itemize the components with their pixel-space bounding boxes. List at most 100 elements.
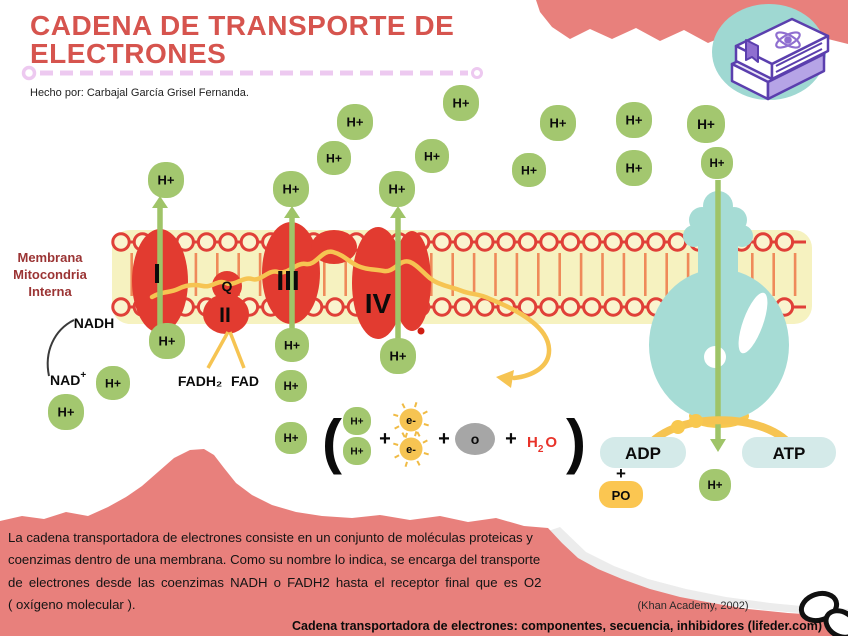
electron-ray bbox=[393, 413, 399, 417]
electron-body bbox=[399, 408, 423, 432]
h-plus-ion: H+ bbox=[273, 171, 309, 207]
h-plus-ion: H+ bbox=[701, 147, 733, 179]
electron-ray bbox=[416, 431, 421, 437]
lipid-head bbox=[496, 232, 516, 252]
h-plus-ion: H+ bbox=[48, 394, 84, 430]
lipid-head bbox=[453, 297, 474, 317]
h-plus-ion: H+ bbox=[540, 105, 576, 141]
atp-cycle: ADP ATP + PO bbox=[599, 414, 836, 508]
electron-ray bbox=[401, 403, 406, 409]
complex-4-label: IV bbox=[365, 288, 392, 319]
lipid-head bbox=[603, 297, 623, 317]
po-box bbox=[599, 481, 643, 508]
h-plus-label: H+ bbox=[709, 158, 724, 170]
lipid-head bbox=[624, 232, 645, 252]
h-plus-ion: H+ bbox=[337, 104, 373, 140]
electron-chip: e- bbox=[393, 431, 429, 467]
page-title-line1: CADENA DE TRANSPORTE DE bbox=[30, 10, 455, 41]
h-plus-ion: H+ bbox=[379, 171, 415, 207]
h-plus-ion: H+ bbox=[275, 328, 309, 362]
h-plus-chip bbox=[273, 171, 309, 207]
paragraph-line: La cadena transportadora de electrones c… bbox=[8, 530, 533, 545]
lipid-head bbox=[582, 232, 602, 252]
hydrogen-ions: H+H+H+H+H+H+H+H+H+ H+H+H+H+H+H+H+H+H+H+H+… bbox=[48, 85, 733, 501]
lipid-head bbox=[475, 232, 495, 252]
lipid-head bbox=[432, 297, 452, 317]
lipid-head bbox=[603, 232, 623, 252]
paren-close: ) bbox=[566, 408, 586, 475]
electron-ray bbox=[394, 454, 400, 459]
electron-label: e- bbox=[406, 415, 416, 427]
paragraph-line: coenzimas dentro de una membrana. Como s… bbox=[8, 552, 541, 568]
h-plus-chip bbox=[343, 407, 371, 435]
electron-body bbox=[399, 437, 423, 461]
source-attribution: Cadena transportadora de electrones: com… bbox=[292, 619, 822, 633]
electron-label: e- bbox=[406, 444, 416, 456]
atp-label: ATP bbox=[773, 444, 806, 463]
po-label: PO bbox=[612, 488, 631, 503]
nadh-label: NADH bbox=[74, 315, 114, 331]
page-title-line2: ELECTRONES bbox=[30, 38, 227, 69]
paren-open: ( bbox=[322, 408, 342, 475]
h-plus-chip bbox=[443, 85, 479, 121]
citation: (Khan Academy, 2002) bbox=[637, 600, 749, 612]
lipid-head bbox=[539, 232, 559, 252]
h-plus-label: H+ bbox=[550, 116, 567, 131]
lipid-head bbox=[517, 232, 538, 252]
electron-ray bbox=[414, 431, 418, 437]
lipid-head bbox=[753, 232, 773, 252]
h-plus-label: H+ bbox=[424, 149, 440, 163]
h-plus-label: H+ bbox=[105, 376, 121, 390]
h-plus-chip bbox=[275, 328, 309, 362]
lipid-head bbox=[560, 297, 581, 317]
atp-box bbox=[742, 437, 836, 468]
h-plus-chip bbox=[148, 162, 184, 198]
lipid-head bbox=[646, 232, 666, 252]
h-plus-label: H+ bbox=[390, 349, 407, 364]
electron-ray bbox=[393, 442, 399, 446]
lipid-head bbox=[432, 232, 452, 252]
h-plus-chip bbox=[699, 469, 731, 501]
electron-ray bbox=[416, 460, 421, 466]
link-icon bbox=[798, 590, 848, 636]
h-plus-chip bbox=[415, 139, 449, 173]
h-plus-chip bbox=[96, 366, 130, 400]
h-plus-chip bbox=[540, 105, 576, 141]
lipid-head bbox=[582, 297, 602, 317]
h-plus-chip bbox=[149, 323, 185, 359]
h-plus-chip bbox=[616, 102, 652, 138]
water-o: O bbox=[545, 434, 557, 451]
oxygen-molecule bbox=[455, 423, 495, 455]
complex-3-label: III bbox=[276, 265, 299, 296]
h-plus-ion: H+ bbox=[317, 141, 351, 175]
nad-label: NAD+ bbox=[50, 370, 86, 388]
h-plus-chip bbox=[275, 370, 307, 402]
h-plus-ion: H+ bbox=[616, 150, 652, 186]
h-plus-chip bbox=[48, 394, 84, 430]
coenzyme-q-label: Q bbox=[222, 278, 233, 294]
h-plus-chip bbox=[616, 150, 652, 186]
lipid-head bbox=[624, 297, 645, 317]
electron-ray bbox=[404, 461, 408, 467]
h-plus-ion: H+ bbox=[415, 139, 449, 173]
lipid-head bbox=[560, 232, 581, 252]
h-plus-chip bbox=[337, 104, 373, 140]
electron-ray bbox=[394, 425, 400, 430]
plus-sign: + bbox=[379, 428, 391, 450]
h-plus-label: H+ bbox=[707, 480, 722, 492]
diagram-labels: Membrana Mitocondria Interna I Q II III … bbox=[13, 250, 391, 389]
electron-ray bbox=[404, 432, 408, 438]
h-plus-label: H+ bbox=[284, 338, 300, 352]
h-plus-ion: H+ bbox=[699, 469, 731, 501]
fad-label: FAD bbox=[231, 373, 259, 389]
description-paragraph: La cadena transportadora de electrones c… bbox=[8, 527, 553, 617]
h-plus-label: H+ bbox=[347, 115, 364, 130]
h-plus-ion: H+ bbox=[380, 338, 416, 374]
h-plus-label: H+ bbox=[453, 96, 470, 111]
electron-ray bbox=[401, 432, 406, 438]
h-plus-label: H+ bbox=[326, 151, 342, 165]
lipid-head bbox=[239, 232, 260, 252]
adp-box bbox=[600, 437, 686, 468]
paragraph-line: de electrones desde las coenzimas NADH o… bbox=[8, 574, 542, 590]
h-plus-ion: H+ bbox=[616, 102, 652, 138]
